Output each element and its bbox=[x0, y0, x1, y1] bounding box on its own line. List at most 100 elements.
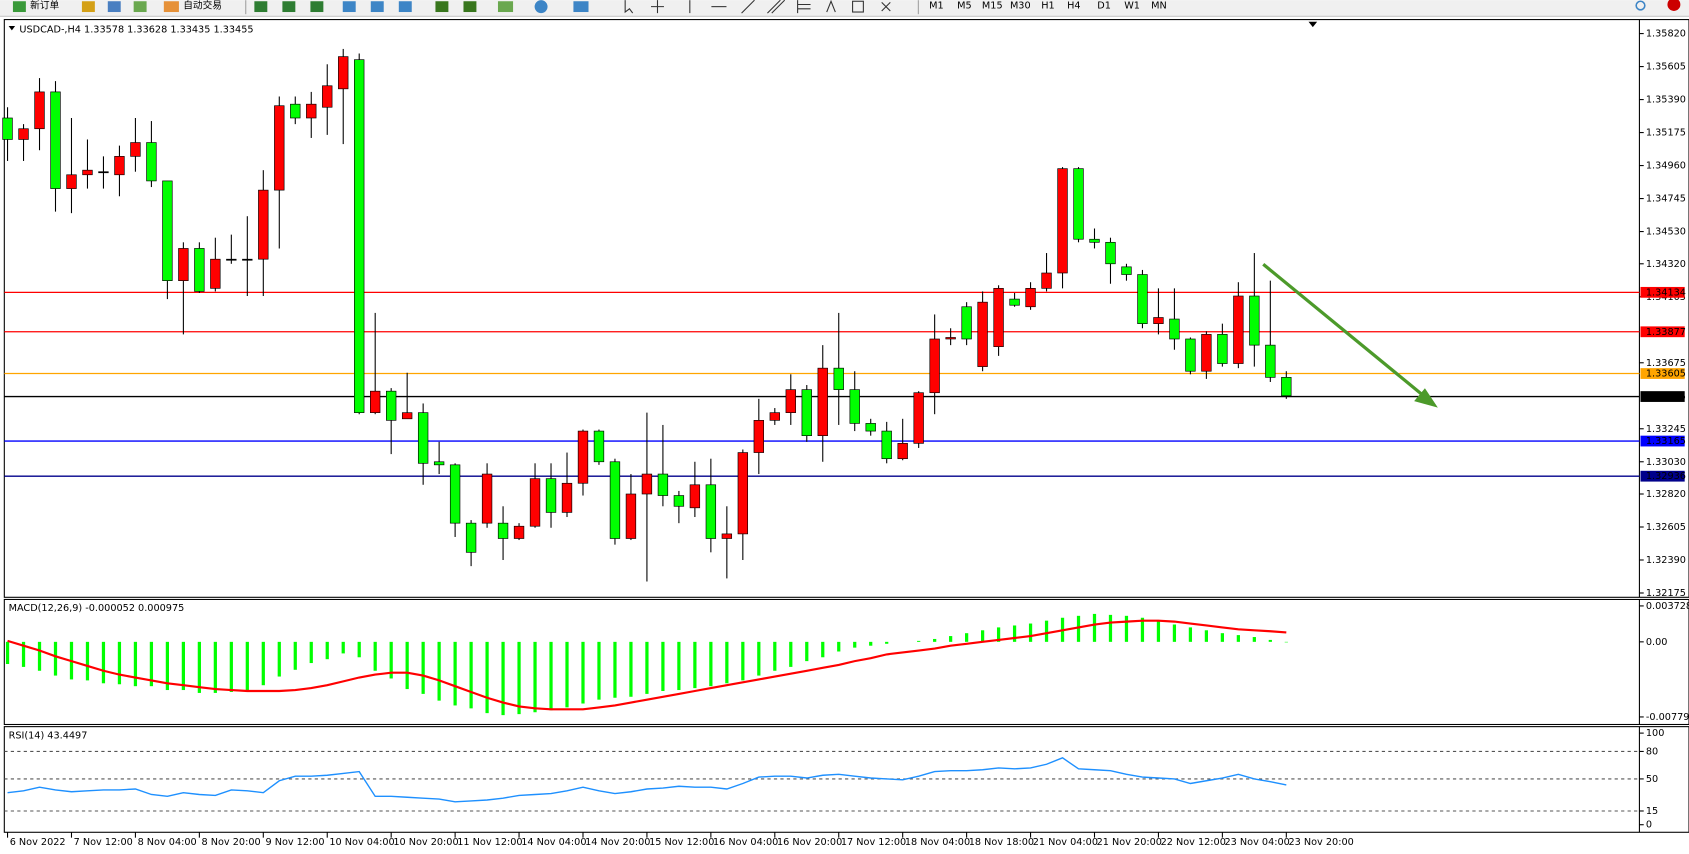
candle-body bbox=[625, 493, 637, 539]
channel-tool[interactable] bbox=[767, 0, 786, 14]
candle-body bbox=[1073, 168, 1084, 240]
x-tick-label: 16 Nov 20:00 bbox=[777, 837, 842, 848]
main-chart-border bbox=[3, 19, 1689, 598]
candle-body bbox=[242, 258, 253, 261]
candle-body bbox=[162, 180, 173, 281]
arrows-tool[interactable] bbox=[881, 1, 891, 12]
new-order-icon[interactable] bbox=[12, 1, 26, 13]
candle-body bbox=[993, 288, 1004, 347]
price-level-label: 1.34134 bbox=[1646, 287, 1686, 298]
text-tool[interactable] bbox=[826, 0, 836, 13]
y-tick-label: 1.34320 bbox=[1646, 259, 1686, 270]
toolbar-icon[interactable] bbox=[254, 1, 268, 13]
x-tick-label: 23 Nov 20:00 bbox=[1288, 837, 1353, 848]
auto-trade-icon[interactable] bbox=[163, 1, 179, 13]
indicators-menu[interactable] bbox=[497, 1, 514, 13]
toolbar-icon[interactable] bbox=[107, 1, 121, 13]
y-tick-label: 1.35390 bbox=[1646, 95, 1686, 106]
zoom-in[interactable] bbox=[342, 1, 356, 13]
cursor-tool[interactable] bbox=[624, 0, 634, 14]
y-tick-label: 15 bbox=[1646, 806, 1658, 817]
y-tick-label: 1.34960 bbox=[1646, 161, 1686, 172]
candle-body bbox=[785, 389, 796, 413]
periods-menu[interactable] bbox=[534, 0, 548, 14]
candle-body bbox=[290, 103, 301, 119]
candle-body bbox=[513, 525, 525, 539]
zoom-out[interactable] bbox=[370, 1, 384, 13]
new-order-button[interactable]: 新订单 bbox=[30, 0, 59, 12]
toolbar: 新订单 自动交易 M1 M5 M15 M30 H1 H4 D1 W1 MN bbox=[0, 0, 1689, 17]
candle-body bbox=[545, 478, 557, 513]
toolbar-icon[interactable] bbox=[133, 1, 147, 13]
arrow-head bbox=[1414, 388, 1438, 408]
toolbar-icon[interactable] bbox=[282, 1, 296, 13]
timeframe-button[interactable]: W1 bbox=[1124, 1, 1140, 12]
y-tick-label: 80 bbox=[1646, 746, 1658, 757]
y-tick-label: 1.32390 bbox=[1646, 555, 1686, 566]
shift-marker bbox=[1308, 21, 1318, 28]
timeframe-button[interactable]: M15 bbox=[982, 1, 1003, 12]
templates-menu[interactable] bbox=[573, 1, 589, 13]
y-tick-label: 1.33675 bbox=[1646, 358, 1686, 369]
timeframe-button[interactable]: MN bbox=[1151, 1, 1167, 12]
timeframe-button[interactable]: M1 bbox=[929, 1, 944, 12]
candle-body bbox=[929, 338, 940, 394]
trendline-tool[interactable] bbox=[741, 0, 755, 14]
candle-body bbox=[98, 171, 109, 174]
candle-body bbox=[1169, 318, 1180, 340]
candle-body bbox=[2, 117, 13, 140]
candle-body bbox=[881, 430, 892, 460]
timeframe-button[interactable]: H1 bbox=[1041, 1, 1054, 12]
timeframe-button[interactable]: H4 bbox=[1067, 1, 1080, 12]
macd-title: MACD(12,26,9) -0.000052 0.000975 bbox=[9, 603, 185, 614]
x-tick-label: 6 Nov 2022 bbox=[10, 837, 66, 848]
crosshair-tool[interactable] bbox=[651, 0, 664, 14]
x-tick-label: 22 Nov 12:00 bbox=[1161, 837, 1226, 848]
x-tick-label: 17 Nov 12:00 bbox=[841, 837, 906, 848]
y-tick-label: 1.34745 bbox=[1646, 194, 1686, 205]
candle-body bbox=[705, 484, 717, 539]
candle-body bbox=[561, 482, 573, 513]
toolbar-icon[interactable] bbox=[81, 1, 95, 13]
candle-body bbox=[1265, 344, 1276, 378]
candle-body bbox=[577, 430, 589, 484]
candle-body bbox=[1185, 338, 1196, 372]
x-tick-label: 9 Nov 12:00 bbox=[265, 837, 324, 848]
timeframe-button[interactable]: D1 bbox=[1097, 1, 1111, 12]
timeframe-button[interactable]: M5 bbox=[957, 1, 972, 12]
candle-body bbox=[66, 174, 77, 189]
toolbar-icon[interactable] bbox=[463, 1, 477, 13]
candle-body bbox=[258, 189, 269, 260]
arrow-shaft bbox=[1262, 262, 1426, 399]
y-tick-label: 50 bbox=[1646, 774, 1658, 785]
candle-body bbox=[657, 473, 669, 496]
plot-layer: 1.35820 1.35605 1.35390 1.35175 1.34960 1.347… bbox=[2, 29, 1689, 848]
auto-trade-button[interactable]: 自动交易 bbox=[183, 0, 222, 12]
candle-body bbox=[449, 464, 461, 524]
toolbar-icon[interactable] bbox=[310, 1, 324, 13]
timeframe-button[interactable]: M30 bbox=[1010, 1, 1031, 12]
price-level-label: 1.33877 bbox=[1646, 327, 1686, 338]
candle-body bbox=[497, 522, 509, 539]
trend-arrow bbox=[1262, 262, 1438, 408]
candle-body bbox=[1009, 298, 1020, 306]
candle-body bbox=[1281, 377, 1292, 397]
search-button[interactable] bbox=[1635, 0, 1646, 11]
x-tick-label: 23 Nov 04:00 bbox=[1225, 837, 1290, 848]
notifications-button[interactable] bbox=[1667, 0, 1681, 11]
tile-windows[interactable] bbox=[398, 1, 412, 13]
candle-body bbox=[1105, 241, 1116, 265]
label-tool[interactable] bbox=[852, 0, 864, 13]
price-level-label: 1.32936 bbox=[1646, 471, 1686, 482]
price-level-tag bbox=[1640, 470, 1685, 482]
x-tick-label: 16 Nov 04:00 bbox=[713, 837, 778, 848]
candle-body bbox=[817, 367, 828, 437]
candle-body bbox=[338, 56, 349, 90]
toolbar-icon[interactable] bbox=[435, 1, 449, 13]
symbol-menu[interactable] bbox=[8, 26, 16, 31]
x-tick-label: 18 Nov 18:00 bbox=[969, 837, 1034, 848]
price-level-tag bbox=[1640, 435, 1685, 447]
candle-body bbox=[210, 258, 221, 289]
fibo-tool[interactable] bbox=[797, 0, 811, 14]
price-level-tag bbox=[1640, 326, 1685, 338]
